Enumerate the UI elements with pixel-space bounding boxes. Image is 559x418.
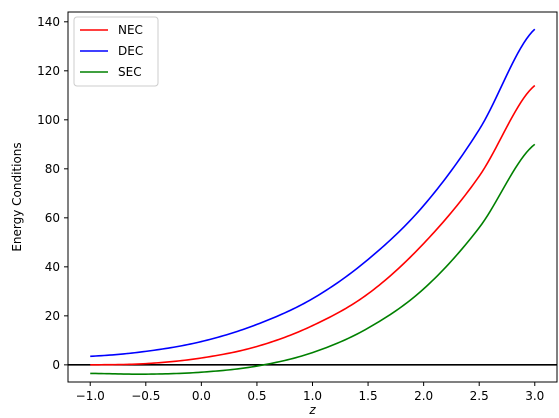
x-tick-label: 1.5 [359, 389, 378, 403]
y-tick-label: 100 [37, 113, 60, 127]
x-tick-label: −0.5 [131, 389, 160, 403]
legend: NEC DEC SEC [73, 16, 159, 87]
series-line-sec [90, 143, 536, 375]
legend-box [73, 16, 159, 87]
y-tick-label: 40 [45, 260, 60, 274]
y-tick-label: 20 [45, 309, 60, 323]
x-tick-label: 2.0 [414, 389, 433, 403]
legend-label-nec: NEC [118, 23, 143, 37]
x-tick-label: 0.0 [192, 389, 211, 403]
x-tick-label: 1.0 [303, 389, 322, 403]
x-axis-label: z [308, 403, 316, 417]
y-tick-label: 60 [45, 211, 60, 225]
legend-label-sec: SEC [118, 65, 142, 79]
y-tick-label: 140 [37, 15, 60, 29]
x-tick-label: 0.5 [247, 389, 266, 403]
x-tick-label: 2.5 [470, 389, 489, 403]
legend-label-dec: DEC [118, 44, 143, 58]
series-line-dec [90, 28, 536, 358]
y-axis-label: Energy Conditions [10, 142, 24, 251]
y-tick-label: 120 [37, 64, 60, 78]
x-tick-label: −1.0 [76, 389, 105, 403]
y-tick-label: 80 [45, 162, 60, 176]
x-tick-label: 3.0 [525, 389, 544, 403]
y-tick-label: 0 [52, 358, 60, 372]
series-line-nec [90, 84, 536, 366]
